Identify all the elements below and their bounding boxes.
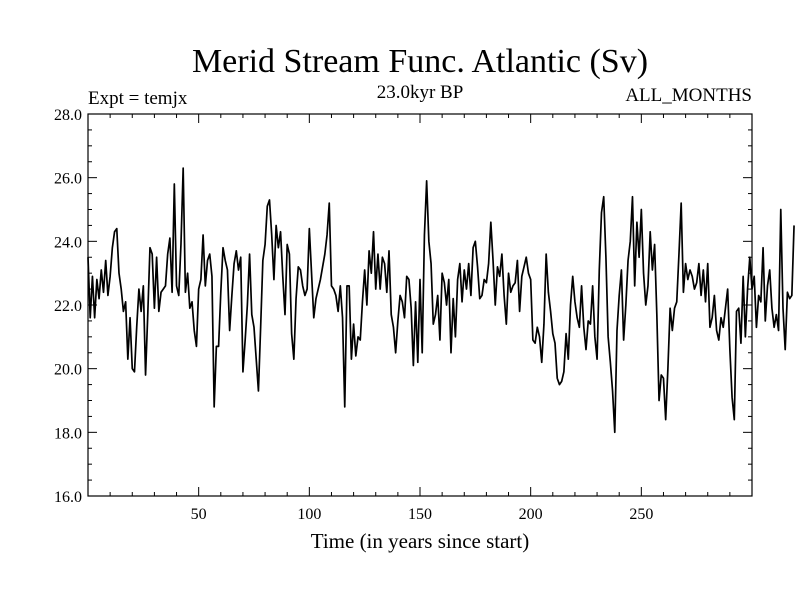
y-tick-label: 26.0: [54, 171, 82, 188]
x-axis: 50 100 150 200 250: [109, 114, 731, 523]
x-tick-label: 150: [408, 506, 432, 523]
y-tick-label: 18.0: [54, 425, 82, 442]
x-tick-label: 100: [297, 506, 321, 523]
plot-frame: [87, 113, 753, 497]
period-label: 23.0kyr BP: [377, 82, 464, 103]
series-line: [87, 167, 795, 434]
y-tick-label: 16.0: [54, 489, 82, 506]
months-label: ALL_MONTHS: [625, 85, 752, 106]
y-tick-label: 20.0: [54, 362, 82, 379]
experiment-label: Expt = temjx: [88, 88, 188, 109]
x-tick-label: 50: [191, 506, 207, 523]
y-tick-label: 28.0: [54, 107, 82, 124]
x-tick-label: 250: [629, 506, 653, 523]
x-tick-label: 200: [519, 506, 543, 523]
x-axis-label: Time (in years since start): [311, 529, 530, 553]
chart-title: Merid Stream Func. Atlantic (Sv): [192, 43, 648, 80]
y-tick-label: 22.0: [54, 298, 82, 315]
y-tick-label: 24.0: [54, 234, 82, 251]
